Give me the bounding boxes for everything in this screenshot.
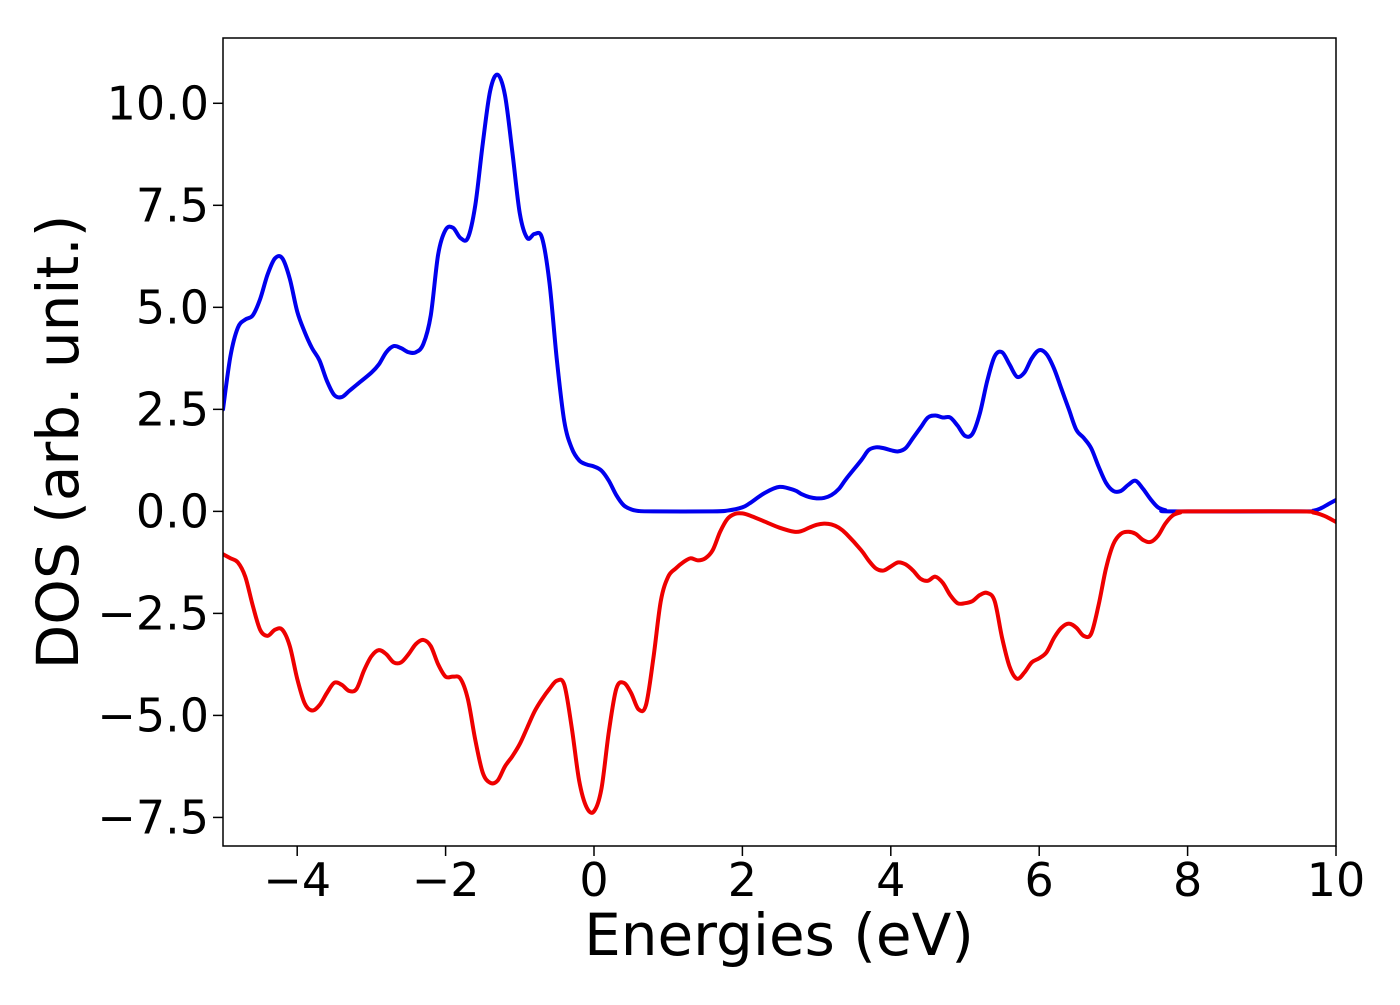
axes-layer: −4 −2 0 2 4 6 8 10 10.0 7.5 5.0 2.5 0.0 −2.5 −5.0 −7.5 — [97, 37, 1366, 907]
y-tick-label: −2.5 — [97, 586, 209, 640]
x-tick-label: −2 — [412, 853, 480, 907]
x-tick-label: 2 — [728, 853, 757, 907]
x-tick-label: 4 — [876, 853, 905, 907]
x-tick-label: 8 — [1173, 853, 1202, 907]
y-tick-label: −7.5 — [97, 790, 209, 844]
y-tick-label: 0.0 — [136, 484, 209, 538]
plot-frame — [222, 37, 1337, 847]
plot-layer — [223, 72, 1336, 815]
y-tick-label: 5.0 — [136, 280, 209, 334]
x-tick-label: 6 — [1025, 853, 1054, 907]
y-tick-label: 2.5 — [136, 382, 209, 436]
x-axis-label: Energies (eV) — [584, 901, 974, 969]
y-axis-label: DOS (arb. unit.) — [24, 215, 92, 670]
x-tick-label: 0 — [579, 853, 608, 907]
series-line-1 — [223, 72, 1336, 514]
y-tick-label: 10.0 — [107, 76, 209, 130]
y-tick-label: −5.0 — [97, 688, 209, 742]
y-tick-label: 7.5 — [136, 178, 209, 232]
series-group — [223, 72, 1336, 815]
x-tick-label: 10 — [1307, 853, 1366, 907]
x-tick-label: −4 — [263, 853, 331, 907]
series-line-2 — [223, 509, 1336, 815]
